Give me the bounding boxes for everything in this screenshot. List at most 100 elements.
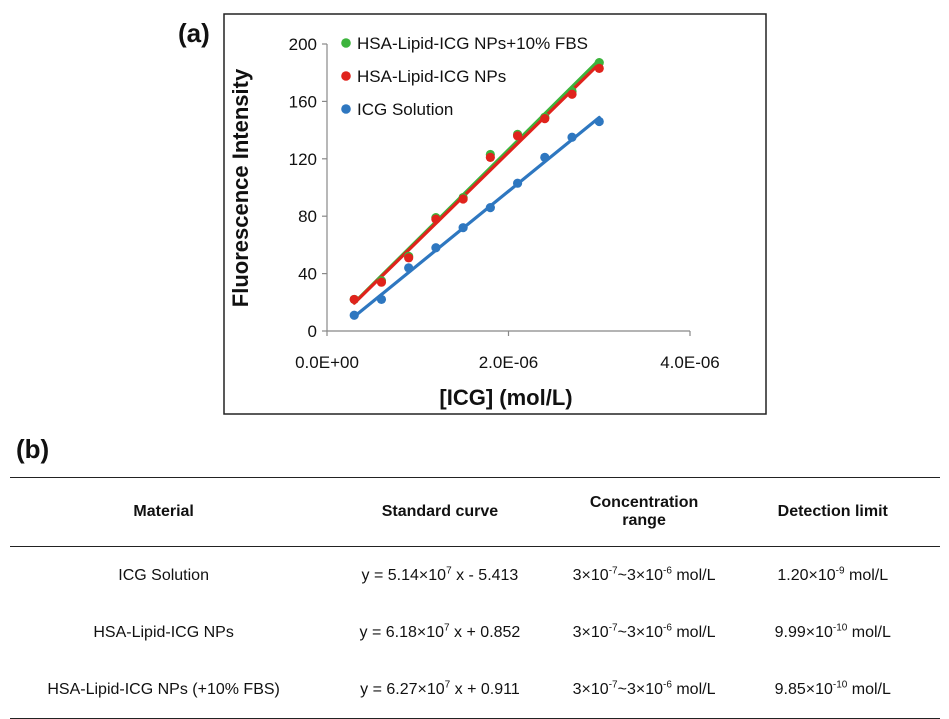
- range-unit: mol/L: [671, 623, 716, 641]
- standard-curve-cell: y = 5.14×107 x - 5.413: [317, 547, 562, 605]
- data-point: [594, 116, 604, 127]
- limit-unit: mol/L: [847, 623, 891, 641]
- range-text: 3×10: [572, 623, 609, 641]
- curve-text: x + 0.852: [449, 623, 521, 641]
- curve-exponent: 7: [444, 622, 450, 634]
- data-points: [349, 58, 604, 320]
- legend-marker: [341, 38, 351, 48]
- data-point: [540, 152, 550, 162]
- data-point: [512, 131, 523, 141]
- panel-b-label: (b): [16, 434, 50, 464]
- y-tick-label: 200: [289, 35, 317, 54]
- fit-line: [352, 115, 601, 319]
- x-tick-label: 2.0E-06: [479, 353, 539, 372]
- y-tick-label: 0: [308, 322, 317, 341]
- curve-text: y = 6.27×10: [360, 680, 445, 698]
- legend-marker: [341, 71, 351, 81]
- y-tick-label: 160: [289, 92, 317, 111]
- curve-text: x + 0.911: [450, 680, 520, 698]
- range-exponent: -6: [663, 565, 672, 577]
- limit-text: 1.20×10: [777, 566, 836, 584]
- table-row: ICG Solution y = 5.14×107 x - 5.413 3×10-7…: [10, 547, 940, 605]
- chart-axes: [322, 43, 691, 336]
- material-cell: ICG Solution: [118, 566, 209, 584]
- range-exponent: -7: [608, 622, 618, 634]
- material-cell: HSA-Lipid-ICG NPs (+10% FBS): [10, 661, 318, 719]
- header-detection-limit: Detection limit: [725, 477, 940, 547]
- curve-exponent: 7: [446, 565, 452, 577]
- table-header-row: Material Standard curve Concentration ra…: [10, 477, 940, 547]
- header-material: Material: [10, 477, 318, 547]
- data-point: [567, 132, 577, 142]
- fluorescence-chart: 0 40 80 120 160 200 0.0E+00 2.0E-06 4.0E-06 HSA-…: [223, 13, 767, 415]
- curve-text: y = 6.18×10: [359, 623, 445, 641]
- y-tick-label: 120: [289, 150, 317, 169]
- range-unit: mol/L: [671, 680, 716, 698]
- curve-exponent: 7: [444, 679, 451, 691]
- chart-frame: [223, 13, 767, 415]
- table-row: HSA-Lipid-ICG NPs (+10% FBS) y = 6.27×107…: [10, 661, 940, 719]
- concentration-range-cell: 3×10-7~3×10-6 mol/L: [562, 661, 726, 719]
- data-point: [431, 214, 441, 224]
- curve-text: x - 5.413: [451, 566, 519, 584]
- tick-labels: 0 40 80 120 160 200 0.0E+00 2.0E-06 4.0E-06: [289, 35, 720, 372]
- range-text: ~3×10: [617, 680, 663, 698]
- x-axis-title: [ICG] (mol/L): [439, 385, 572, 410]
- y-axis-title: Fluorescence Intensity: [228, 68, 253, 307]
- data-point: [540, 114, 550, 124]
- data-point: [485, 152, 495, 162]
- data-point: [431, 243, 441, 253]
- data-point: [349, 310, 359, 320]
- limit-text: 9.99×10: [774, 623, 833, 641]
- limit-exponent: -9: [835, 565, 845, 577]
- data-point: [485, 202, 495, 213]
- range-text: 3×10: [572, 680, 609, 698]
- range-unit: mol/L: [671, 566, 716, 584]
- curve-text: y = 5.14×10: [361, 566, 447, 584]
- standard-curve-cell: y = 6.18×107 x + 0.852: [317, 604, 562, 661]
- chart-legend: HSA-Lipid-ICG NPs+10% FBS HSA-Lipid-ICG N…: [341, 34, 588, 119]
- range-text: ~3×10: [617, 623, 663, 641]
- limit-exponent: -10: [832, 679, 848, 691]
- panel-a-label: (a): [178, 18, 210, 48]
- data-point: [404, 253, 414, 263]
- data-point: [376, 277, 387, 287]
- header-concentration-range: Concentration range: [562, 477, 726, 547]
- data-point: [594, 63, 604, 73]
- x-tick-label: 0.0E+00: [295, 353, 359, 372]
- legend-label: HSA-Lipid-ICG NPs: [357, 67, 506, 86]
- legend-label: ICG Solution: [357, 100, 453, 119]
- data-point: [349, 294, 359, 305]
- limit-unit: mol/L: [847, 680, 891, 698]
- data-point: [458, 223, 468, 233]
- detection-limit-cell: 9.99×10-10 mol/L: [726, 604, 940, 661]
- y-tick-label: 80: [298, 207, 317, 226]
- y-tick-label: 40: [298, 265, 317, 284]
- limit-exponent: -10: [832, 622, 848, 634]
- fit-lines: [352, 58, 601, 319]
- range-text: 3×10: [572, 566, 609, 584]
- limit-text: 9.85×10: [774, 680, 833, 698]
- range-text: ~3×10: [617, 566, 663, 584]
- data-point: [404, 263, 414, 273]
- x-tick-label: 4.0E-06: [660, 353, 720, 372]
- material-cell: HSA-Lipid-ICG NPs: [93, 623, 234, 641]
- data-point: [458, 194, 468, 204]
- fit-line: [352, 62, 601, 305]
- concentration-range-cell: 3×10-7~3×10-6 mol/L: [563, 547, 726, 605]
- range-exponent: -6: [663, 679, 672, 691]
- calibration-table: Material Standard curve Concentration ra…: [10, 477, 940, 719]
- data-point: [376, 294, 387, 305]
- header-standard-curve: Standard curve: [317, 477, 563, 547]
- range-exponent: -7: [608, 565, 618, 577]
- concentration-range-cell: 3×10-7~3×10-6 mol/L: [563, 604, 726, 661]
- standard-curve-cell: y = 6.27×107 x + 0.911: [317, 661, 563, 719]
- legend-marker: [341, 104, 351, 114]
- data-point: [512, 178, 523, 188]
- table-row: HSA-Lipid-ICG NPs y = 6.18×107 x + 0.852 3…: [10, 604, 940, 661]
- data-point: [567, 89, 577, 99]
- limit-unit: mol/L: [844, 566, 889, 584]
- range-exponent: -6: [663, 622, 672, 634]
- legend-label: HSA-Lipid-ICG NPs+10% FBS: [357, 34, 588, 53]
- range-exponent: -7: [608, 679, 618, 691]
